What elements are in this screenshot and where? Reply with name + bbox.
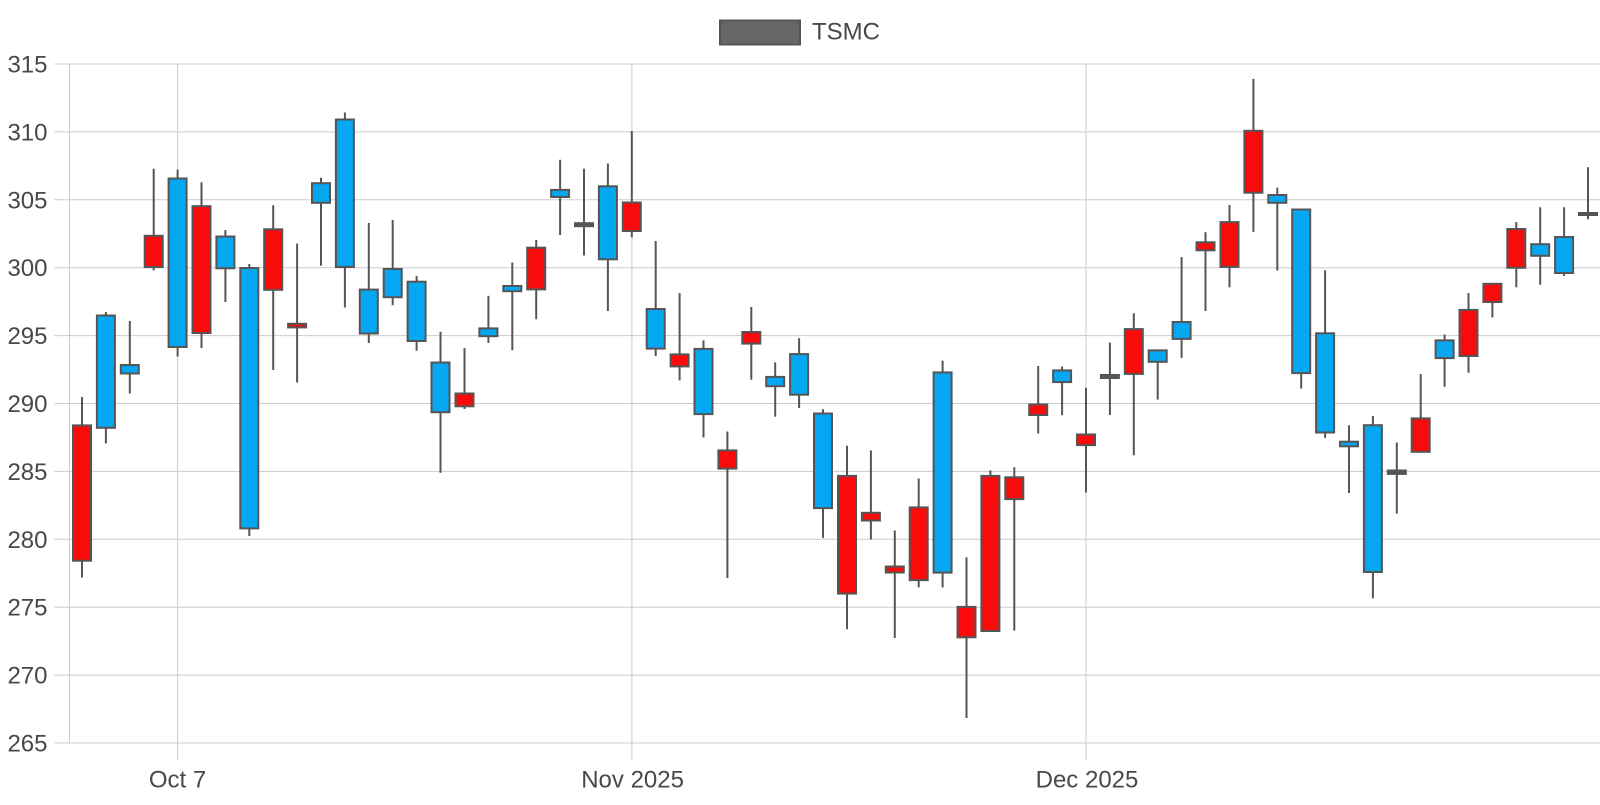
svg-text:Oct 7: Oct 7 [149,767,206,794]
svg-text:Nov 2025: Nov 2025 [581,767,684,794]
svg-text:275: 275 [7,595,47,622]
svg-text:305: 305 [7,187,47,214]
svg-text:270: 270 [7,663,47,690]
svg-text:265: 265 [7,731,47,758]
svg-text:290: 290 [7,391,47,418]
svg-text:300: 300 [7,255,47,282]
svg-text:285: 285 [7,459,47,486]
svg-text:295: 295 [7,323,47,350]
svg-text:315: 315 [7,52,47,79]
svg-text:Dec 2025: Dec 2025 [1036,767,1139,794]
svg-text:TSMC: TSMC [812,19,880,46]
svg-text:280: 280 [7,527,47,554]
svg-text:310: 310 [7,119,47,146]
